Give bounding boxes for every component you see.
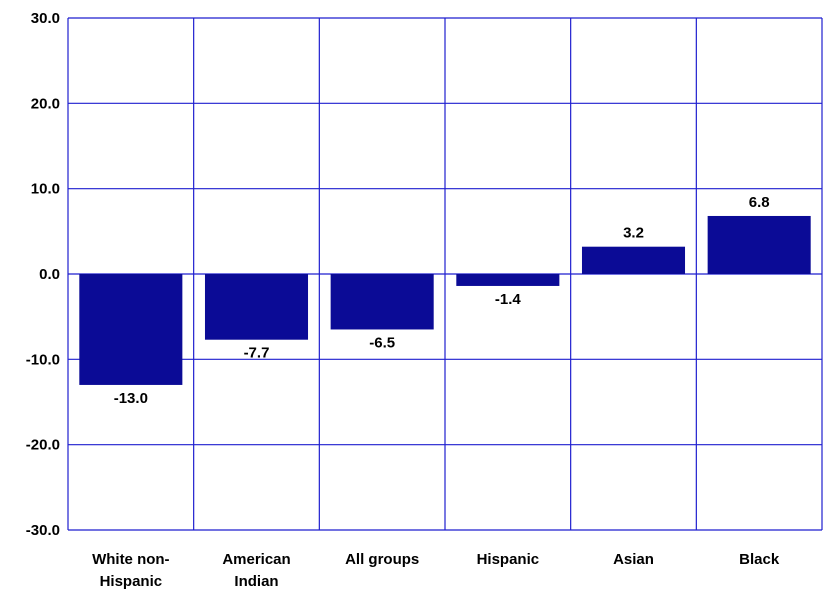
category-label: Indian (234, 573, 278, 590)
data-label: -1.4 (495, 291, 522, 308)
y-axis-ticks: 30.0 20.0 10.0 0.0 -10.0 -20.0 -30.0 (26, 10, 60, 539)
bar (330, 274, 434, 330)
category-label: American (222, 551, 290, 568)
bar (707, 215, 811, 274)
y-tick-label: 30.0 (31, 10, 60, 27)
bar (581, 246, 686, 274)
y-tick-label: -30.0 (26, 522, 60, 539)
data-label: -7.7 (244, 345, 270, 362)
y-tick-label: 0.0 (39, 266, 60, 283)
bar (79, 274, 183, 385)
bars (79, 215, 811, 385)
category-label: All groups (345, 551, 419, 568)
data-label: -13.0 (114, 390, 148, 407)
y-tick-label: 20.0 (31, 95, 60, 112)
category-label: White non- (92, 551, 169, 568)
category-labels: White non- Hispanic American Indian All grou… (92, 551, 780, 590)
bar (204, 274, 309, 340)
grid-lines (67, 17, 823, 531)
category-label: Hispanic (477, 551, 540, 568)
data-label: 3.2 (623, 225, 644, 242)
data-labels: -13.0 -7.7 -6.5 -1.4 3.2 6.8 (114, 194, 770, 407)
category-label: Asian (613, 551, 654, 568)
category-label: Black (739, 551, 780, 568)
data-label: 6.8 (749, 194, 770, 211)
y-tick-label: -20.0 (26, 437, 60, 454)
category-label: Hispanic (100, 573, 163, 590)
y-tick-label: 10.0 (31, 181, 60, 198)
data-label: -6.5 (369, 334, 395, 351)
bar (456, 274, 560, 286)
y-tick-label: -10.0 (26, 351, 60, 368)
